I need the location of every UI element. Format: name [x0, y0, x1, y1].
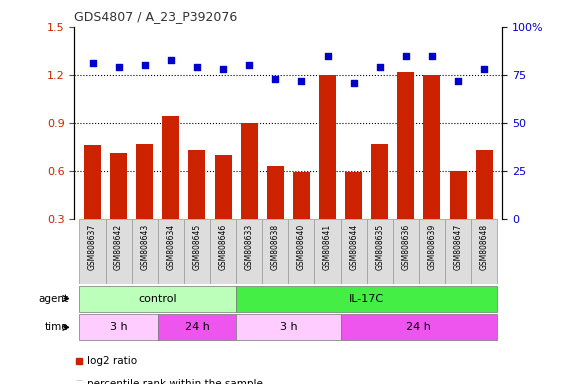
Text: GSM808639: GSM808639 — [428, 224, 436, 270]
Text: GSM808638: GSM808638 — [271, 224, 280, 270]
Text: IL-17C: IL-17C — [349, 293, 384, 304]
Bar — [319, 75, 336, 267]
Text: time: time — [45, 322, 69, 333]
Bar — [110, 153, 127, 267]
FancyBboxPatch shape — [393, 219, 419, 284]
FancyBboxPatch shape — [132, 219, 158, 284]
Text: GSM808633: GSM808633 — [245, 224, 254, 270]
Text: GSM808640: GSM808640 — [297, 224, 306, 270]
Point — [428, 53, 437, 59]
Text: 24 h: 24 h — [407, 322, 431, 333]
Point — [166, 56, 175, 63]
Bar — [424, 75, 440, 267]
Bar — [371, 144, 388, 267]
FancyBboxPatch shape — [236, 314, 340, 340]
Bar — [267, 166, 284, 267]
Bar — [84, 145, 101, 267]
Point — [349, 79, 358, 86]
Text: 3 h: 3 h — [110, 322, 127, 333]
Bar — [449, 171, 467, 267]
Text: GSM808643: GSM808643 — [140, 224, 149, 270]
FancyBboxPatch shape — [445, 219, 471, 284]
Text: control: control — [139, 293, 177, 304]
Text: GSM808648: GSM808648 — [480, 224, 489, 270]
Point — [88, 60, 97, 66]
Text: 3 h: 3 h — [280, 322, 297, 333]
FancyBboxPatch shape — [340, 314, 497, 340]
Point — [375, 64, 384, 70]
FancyBboxPatch shape — [79, 286, 236, 311]
Text: agent: agent — [38, 293, 69, 304]
Point — [192, 64, 202, 70]
FancyBboxPatch shape — [184, 219, 210, 284]
FancyBboxPatch shape — [210, 219, 236, 284]
Point — [323, 53, 332, 59]
FancyBboxPatch shape — [158, 314, 236, 340]
Bar — [188, 150, 206, 267]
FancyBboxPatch shape — [262, 219, 288, 284]
FancyBboxPatch shape — [158, 219, 184, 284]
Text: GSM808644: GSM808644 — [349, 224, 358, 270]
Text: GDS4807 / A_23_P392076: GDS4807 / A_23_P392076 — [74, 10, 238, 23]
FancyBboxPatch shape — [106, 219, 132, 284]
Point — [453, 78, 463, 84]
Text: GSM808646: GSM808646 — [219, 224, 228, 270]
Point — [140, 62, 149, 68]
Point — [401, 53, 411, 59]
Bar — [345, 172, 362, 267]
Text: GSM808637: GSM808637 — [88, 224, 97, 270]
Point — [219, 66, 228, 72]
Bar — [136, 144, 153, 267]
Point — [480, 66, 489, 72]
FancyBboxPatch shape — [471, 219, 497, 284]
Text: log2 ratio: log2 ratio — [87, 356, 137, 366]
FancyBboxPatch shape — [288, 219, 315, 284]
FancyBboxPatch shape — [236, 286, 497, 311]
Bar — [397, 72, 415, 267]
Text: GSM808636: GSM808636 — [401, 224, 411, 270]
Text: GSM808635: GSM808635 — [375, 224, 384, 270]
FancyBboxPatch shape — [236, 219, 262, 284]
FancyBboxPatch shape — [315, 219, 340, 284]
Point — [114, 64, 123, 70]
FancyBboxPatch shape — [79, 219, 106, 284]
Bar — [476, 150, 493, 267]
FancyBboxPatch shape — [419, 219, 445, 284]
Text: GSM808642: GSM808642 — [114, 224, 123, 270]
Bar — [241, 123, 258, 267]
Text: GSM808641: GSM808641 — [323, 224, 332, 270]
FancyBboxPatch shape — [340, 219, 367, 284]
Bar — [215, 155, 232, 267]
Text: GSM808634: GSM808634 — [166, 224, 175, 270]
FancyBboxPatch shape — [79, 314, 158, 340]
Text: percentile rank within the sample: percentile rank within the sample — [87, 379, 263, 384]
Text: GSM808645: GSM808645 — [192, 224, 202, 270]
Text: GSM808647: GSM808647 — [453, 224, 463, 270]
Point — [271, 76, 280, 82]
Bar — [293, 172, 310, 267]
FancyBboxPatch shape — [367, 219, 393, 284]
Point — [244, 62, 254, 68]
Text: 24 h: 24 h — [184, 322, 210, 333]
Bar — [162, 116, 179, 267]
Point — [297, 78, 306, 84]
